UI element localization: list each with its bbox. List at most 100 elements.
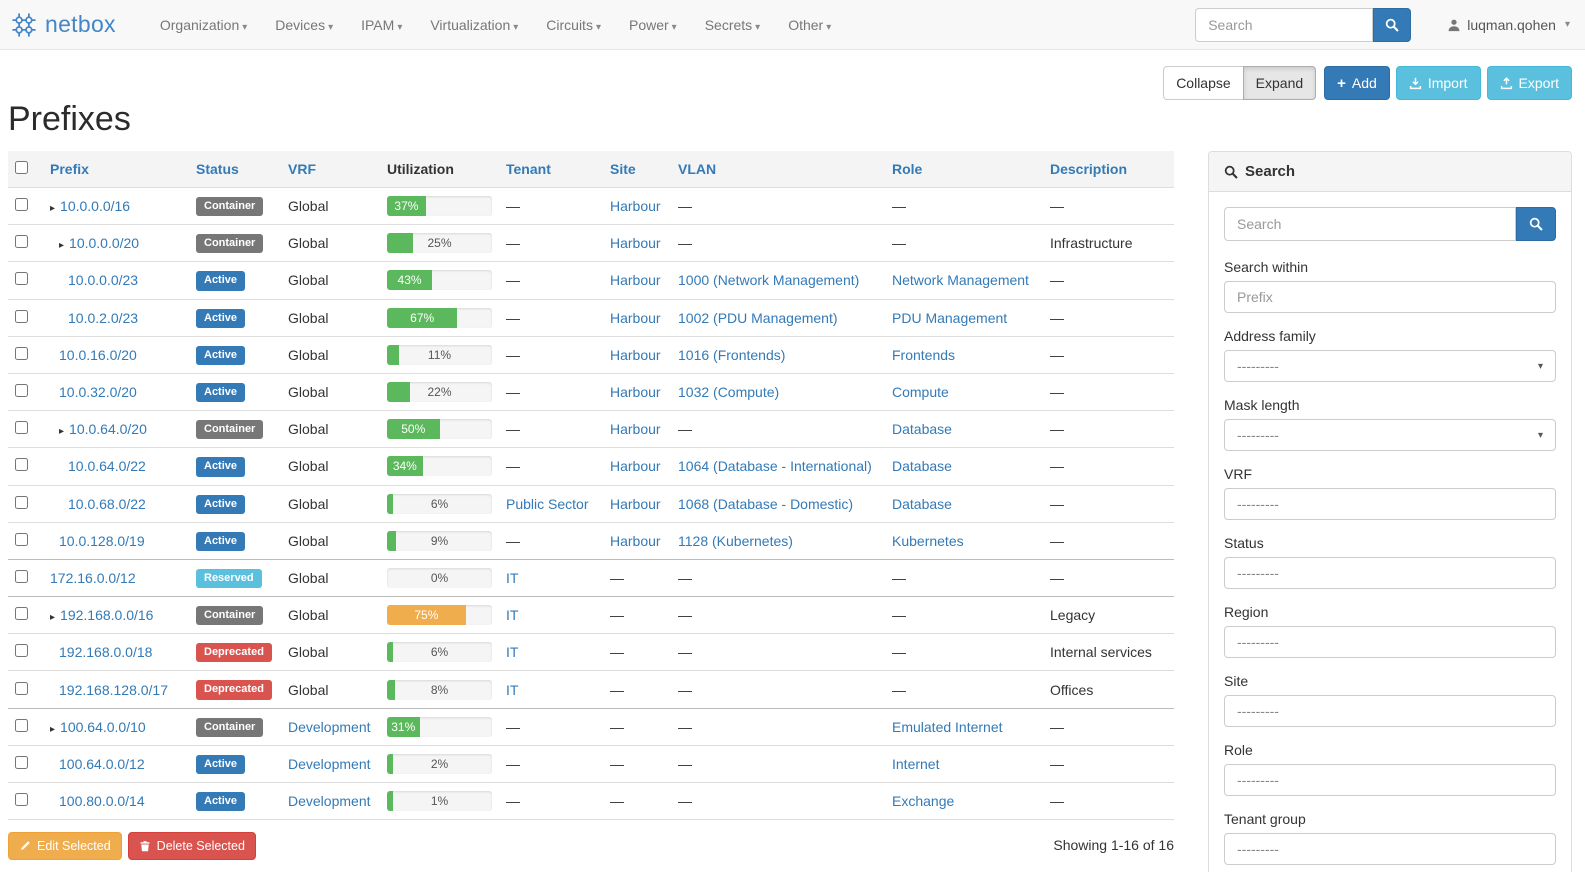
row-checkbox[interactable] (15, 346, 28, 360)
role-link[interactable]: Frontends (892, 346, 956, 363)
vlan-link[interactable]: 1064 (Database - International) (678, 458, 872, 475)
column-header-status[interactable]: Status (188, 151, 280, 188)
row-checkbox[interactable] (15, 458, 28, 472)
prefix-link[interactable]: 10.0.32.0/20 (59, 384, 137, 401)
vrf-link[interactable]: Development (288, 755, 371, 772)
filter-select-region[interactable]: --------- (1224, 626, 1556, 658)
prefix-link[interactable]: 100.80.0.0/14 (59, 793, 145, 810)
expand-arrow-icon[interactable]: ▸ (59, 426, 65, 438)
row-checkbox[interactable] (15, 198, 28, 212)
user-menu[interactable]: luqman.qohen ▾ (1447, 17, 1570, 33)
nav-item-circuits[interactable]: Circuits ▾ (532, 2, 615, 48)
site-link[interactable]: Harbour (610, 272, 661, 289)
expand-arrow-icon[interactable]: ▸ (59, 240, 65, 252)
row-checkbox[interactable] (15, 384, 28, 398)
prefix-link[interactable]: 10.0.64.0/22 (68, 458, 146, 475)
add-button[interactable]: + Add (1324, 66, 1390, 100)
role-link[interactable]: Exchange (892, 793, 955, 810)
row-checkbox[interactable] (15, 718, 28, 732)
column-header-vlan[interactable]: VLAN (670, 151, 884, 188)
tenant-link[interactable]: IT (506, 681, 519, 698)
prefix-link[interactable]: 172.16.0.0/12 (50, 569, 136, 586)
row-checkbox[interactable] (15, 532, 28, 546)
nav-item-virtualization[interactable]: Virtualization ▾ (416, 2, 532, 48)
delete-selected-button[interactable]: Delete Selected (127, 832, 256, 861)
vrf-link[interactable]: Development (288, 718, 371, 735)
row-checkbox[interactable] (15, 495, 28, 509)
navbar-search-button[interactable] (1373, 7, 1412, 42)
nav-item-ipam[interactable]: IPAM ▾ (347, 2, 416, 48)
column-header-prefix[interactable]: Prefix (42, 151, 188, 188)
prefix-link[interactable]: 100.64.0.0/12 (59, 755, 145, 772)
import-button[interactable]: Import (1395, 66, 1481, 100)
expand-arrow-icon[interactable]: ▸ (50, 612, 56, 624)
prefix-link[interactable]: 10.0.16.0/20 (59, 346, 137, 363)
prefix-link[interactable]: 10.0.64.0/20 (69, 421, 147, 438)
role-link[interactable]: Database (892, 421, 952, 438)
prefix-link[interactable]: 192.168.128.0/17 (59, 681, 168, 698)
filter-select-role[interactable]: --------- (1224, 764, 1556, 796)
select-all-checkbox[interactable] (15, 161, 28, 174)
column-header-vrf[interactable]: VRF (280, 151, 379, 188)
vlan-link[interactable]: 1000 (Network Management) (678, 272, 860, 289)
vlan-link[interactable]: 1002 (PDU Management) (678, 309, 838, 326)
row-checkbox[interactable] (15, 644, 28, 658)
site-link[interactable]: Harbour (610, 495, 661, 512)
edit-selected-button[interactable]: Edit Selected (8, 832, 122, 861)
site-link[interactable]: Harbour (610, 421, 661, 438)
tenant-link[interactable]: Public Sector (506, 495, 589, 512)
column-header-role[interactable]: Role (884, 151, 1042, 188)
tenant-link[interactable]: IT (506, 569, 519, 586)
prefix-link[interactable]: 100.64.0.0/10 (60, 718, 146, 735)
tenant-link[interactable]: IT (506, 644, 519, 661)
collapse-button[interactable]: Collapse (1163, 66, 1244, 100)
site-link[interactable]: Harbour (610, 458, 661, 475)
site-link[interactable]: Harbour (610, 309, 661, 326)
site-link[interactable]: Harbour (610, 384, 661, 401)
navbar-search-input[interactable] (1195, 7, 1374, 42)
row-checkbox[interactable] (15, 793, 28, 807)
expand-arrow-icon[interactable]: ▸ (50, 723, 56, 735)
prefix-link[interactable]: 10.0.0.0/23 (68, 272, 139, 289)
filter-select-vrf[interactable]: --------- (1224, 488, 1556, 520)
role-link[interactable]: PDU Management (892, 309, 1008, 326)
nav-item-devices[interactable]: Devices ▾ (261, 2, 347, 48)
column-header-tenant[interactable]: Tenant (498, 151, 602, 188)
site-link[interactable]: Harbour (610, 235, 661, 252)
column-header-description[interactable]: Description (1042, 151, 1174, 188)
nav-item-secrets[interactable]: Secrets ▾ (691, 2, 775, 48)
nav-item-other[interactable]: Other ▾ (774, 2, 845, 48)
role-link[interactable]: Network Management (892, 272, 1029, 289)
nav-item-organization[interactable]: Organization ▾ (146, 2, 261, 48)
vlan-link[interactable]: 1032 (Compute) (678, 384, 780, 401)
role-link[interactable]: Database (892, 495, 952, 512)
prefix-link[interactable]: 10.0.0.0/20 (69, 235, 140, 252)
site-link[interactable]: Harbour (610, 198, 661, 215)
row-checkbox[interactable] (15, 421, 28, 435)
filter-input-search-within[interactable] (1224, 281, 1556, 313)
site-link[interactable]: Harbour (610, 346, 661, 363)
vlan-link[interactable]: 1068 (Database - Domestic) (678, 495, 854, 512)
netbox-brand[interactable]: netbox (8, 9, 116, 41)
role-link[interactable]: Database (892, 458, 952, 475)
prefix-link[interactable]: 10.0.128.0/19 (59, 532, 145, 549)
export-button[interactable]: Export (1486, 66, 1572, 100)
column-header-site[interactable]: Site (602, 151, 670, 188)
prefix-link[interactable]: 10.0.2.0/23 (68, 309, 139, 326)
expand-arrow-icon[interactable]: ▸ (50, 203, 56, 215)
vlan-link[interactable]: 1128 (Kubernetes) (678, 532, 793, 549)
vrf-link[interactable]: Development (288, 793, 371, 810)
row-checkbox[interactable] (15, 309, 28, 323)
vlan-link[interactable]: 1016 (Frontends) (678, 346, 786, 363)
row-checkbox[interactable] (15, 755, 28, 769)
row-checkbox[interactable] (15, 681, 28, 695)
filter-select-site[interactable]: --------- (1224, 695, 1556, 727)
filter-select-tenant-group[interactable]: --------- (1224, 833, 1556, 865)
filter-search-input[interactable] (1224, 207, 1516, 241)
row-checkbox[interactable] (15, 272, 28, 286)
row-checkbox[interactable] (15, 235, 28, 249)
role-link[interactable]: Kubernetes (892, 532, 964, 549)
filter-select-mask-length[interactable]: --------- ▾ (1224, 419, 1556, 451)
role-link[interactable]: Emulated Internet (892, 718, 1003, 735)
prefix-link[interactable]: 192.168.0.0/16 (60, 607, 154, 624)
